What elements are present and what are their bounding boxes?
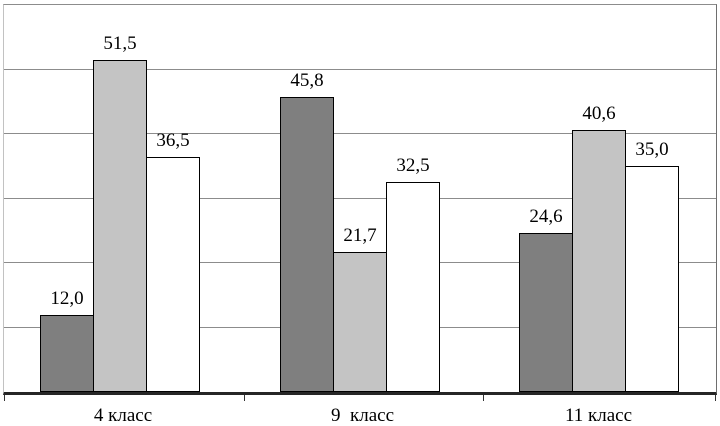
bar-white-series-cat1 [146, 157, 200, 392]
bar-value-label: 24,6 [529, 206, 563, 227]
bar-value-label: 35,0 [635, 139, 669, 160]
bar-value-label: 51,5 [103, 33, 137, 54]
category-label-2: 9 класс [330, 405, 395, 426]
bar-value-label: 12,0 [50, 288, 84, 309]
bar-value-label: 36,5 [156, 130, 190, 151]
bar-light-gray-series-cat3 [572, 130, 626, 392]
x-axis-tick [4, 395, 5, 401]
bar-value-label: 32,5 [396, 155, 430, 176]
bar-white-series-cat2 [386, 182, 440, 392]
x-axis-tick [715, 395, 716, 401]
bar-light-gray-series-cat2 [333, 252, 387, 392]
plot-area: 12,0 51,5 36,5 45,8 21,7 32,5 24,6 40,6 35,0 [3, 4, 717, 401]
x-axis-tick [244, 395, 245, 401]
bar-value-label: 40,6 [582, 103, 616, 124]
bar-dark-gray-series-cat1 [40, 315, 94, 392]
bar-dark-gray-series-cat2 [280, 97, 334, 392]
bar-dark-gray-series-cat3 [519, 233, 573, 392]
bar-light-gray-series-cat1 [93, 60, 147, 392]
bar-value-label: 45,8 [290, 70, 324, 91]
category-label-3: 11 класс [564, 405, 633, 426]
bar-value-label: 21,7 [343, 225, 377, 246]
category-label-1: 4 класс [93, 405, 153, 426]
x-axis-tick [483, 395, 484, 401]
bar-white-series-cat3 [625, 166, 679, 392]
